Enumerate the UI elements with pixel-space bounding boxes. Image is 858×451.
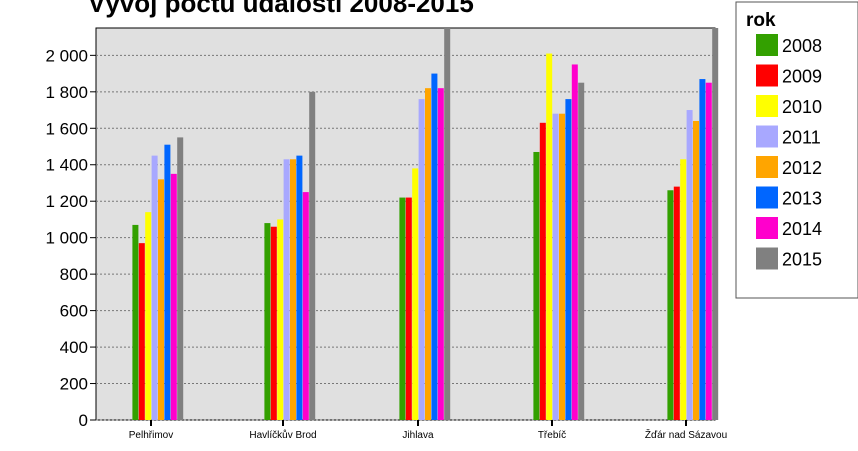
y-tick-label: 1 400 <box>45 156 88 175</box>
legend-title: rok <box>746 10 776 31</box>
x-tick-label: Jihlava <box>402 430 434 441</box>
y-tick-label: 600 <box>60 302 88 321</box>
legend-label: 2013 <box>782 189 822 209</box>
bars <box>132 28 719 421</box>
x-tick-label: Žďár nad Sázavou <box>645 428 727 441</box>
legend-swatch <box>756 95 778 117</box>
bar <box>539 122 546 421</box>
bar <box>418 99 425 420</box>
y-tick-label: 2 000 <box>45 46 88 65</box>
bar <box>264 223 271 420</box>
bar <box>412 168 419 420</box>
bar <box>705 82 712 420</box>
bar <box>151 155 158 420</box>
bar <box>559 113 565 420</box>
bar <box>399 197 406 420</box>
bar <box>444 28 451 420</box>
legend-items: 2008 2009 2010 2011 2012 2013 2014 2015 <box>756 34 822 270</box>
bar <box>552 113 559 420</box>
legend-label: 2008 <box>782 36 822 56</box>
legend-swatch <box>756 156 778 178</box>
legend: rok 2008 2009 2010 2011 2012 2013 2014 2015 <box>735 1 858 299</box>
bar <box>177 137 184 420</box>
bar <box>277 219 284 420</box>
bar <box>686 110 693 420</box>
bar <box>138 243 145 420</box>
plot-background <box>95 27 716 421</box>
bar <box>283 159 290 420</box>
bar <box>533 151 540 421</box>
bar <box>164 144 171 421</box>
legend-label: 2011 <box>782 128 821 148</box>
legend-label: 2014 <box>782 219 822 239</box>
bar <box>302 192 309 420</box>
bar <box>699 79 706 421</box>
bar <box>693 120 699 420</box>
bar <box>145 212 152 420</box>
gridlines <box>96 54 715 421</box>
legend-swatch <box>756 34 778 56</box>
y-tick-label: 800 <box>60 265 88 284</box>
x-axis: Pelhřimov Havlíčkův Brod Jihlava Třebíč Žďár… <box>129 420 727 441</box>
bar <box>405 197 412 420</box>
legend-swatch <box>756 247 778 270</box>
x-tick-label: Pelhřimov <box>129 430 173 441</box>
y-axis: 0 200 400 600 800 1 000 1 200 1 400 1 600 1 800 2 … <box>45 46 96 430</box>
chart-title: Vývoj počtu událostí 2008-2015 <box>88 0 474 18</box>
legend-label: 2015 <box>782 250 822 270</box>
bar <box>712 28 719 420</box>
y-tick-label: 0 <box>79 411 88 430</box>
legend-swatch <box>756 217 778 239</box>
legend-label: 2012 <box>782 158 822 178</box>
x-tick-label: Havlíčkův Brod <box>249 429 316 441</box>
bar <box>309 91 316 420</box>
legend-label: 2009 <box>782 67 822 87</box>
bar <box>571 64 578 420</box>
bar <box>437 88 444 420</box>
bar <box>673 186 680 420</box>
bar <box>578 82 585 420</box>
legend-label: 2010 <box>782 97 822 117</box>
bar <box>170 173 177 420</box>
y-tick-label: 1 000 <box>45 229 88 248</box>
bar <box>546 53 553 421</box>
legend-swatch <box>756 125 778 148</box>
y-tick-label: 400 <box>60 338 88 357</box>
bar <box>431 73 438 421</box>
bar <box>565 99 572 420</box>
bar <box>290 159 296 420</box>
y-tick-label: 200 <box>60 375 88 394</box>
legend-swatch <box>756 64 778 87</box>
bar <box>667 190 674 420</box>
y-tick-label: 1 600 <box>45 119 88 138</box>
y-tick-label: 1 200 <box>45 192 88 211</box>
x-tick-label: Třebíč <box>538 430 566 441</box>
bar <box>296 155 303 420</box>
bar <box>270 226 277 420</box>
y-tick-label: 1 800 <box>45 83 88 102</box>
bar <box>680 159 687 420</box>
legend-swatch <box>756 186 778 209</box>
bar <box>132 224 139 420</box>
bar <box>158 179 164 420</box>
bar <box>425 88 431 420</box>
